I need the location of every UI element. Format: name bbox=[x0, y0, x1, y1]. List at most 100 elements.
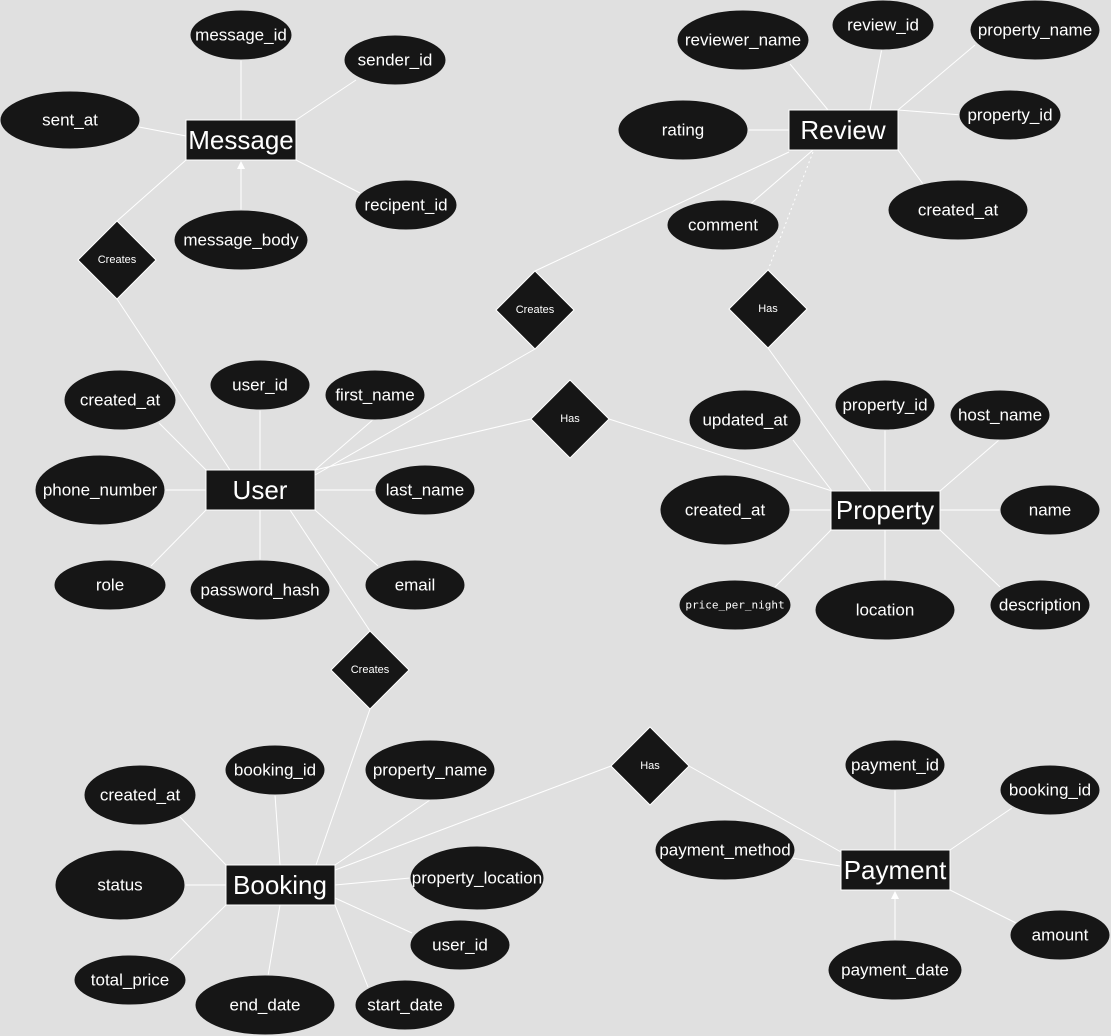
connector bbox=[138, 126, 187, 137]
connector bbox=[869, 47, 883, 111]
entity-user: User bbox=[205, 469, 316, 511]
attribute-sent-at: sent_at bbox=[0, 90, 141, 150]
attribute-comment: comment bbox=[666, 199, 780, 251]
attribute-rating: rating bbox=[617, 99, 749, 161]
entity-message: Message bbox=[185, 119, 297, 161]
connector bbox=[897, 149, 924, 185]
connector bbox=[314, 418, 532, 471]
attribute-label: booking_id bbox=[234, 761, 316, 780]
connector bbox=[767, 347, 872, 492]
attribute-label: recipent_id bbox=[364, 196, 447, 215]
attribute-label: password_hash bbox=[200, 581, 319, 600]
attribute-label: payment_method bbox=[659, 841, 790, 860]
attribute-label: phone_number bbox=[43, 481, 158, 500]
attribute-label: last_name bbox=[386, 481, 464, 500]
connector bbox=[334, 799, 431, 866]
connector bbox=[746, 149, 814, 208]
connector-lines bbox=[116, 44, 1017, 988]
attribute-label: price_per_night bbox=[685, 599, 784, 612]
connector bbox=[116, 159, 187, 222]
entity-label: Payment bbox=[844, 855, 947, 885]
relationship-label: Creates bbox=[98, 254, 137, 266]
attribute-label: updated_at bbox=[702, 411, 787, 430]
attribute-label: role bbox=[96, 576, 124, 595]
attribute-label: payment_date bbox=[841, 961, 949, 980]
attribute-created-at: created_at bbox=[887, 179, 1029, 241]
attribute-label: reviewer_name bbox=[685, 31, 801, 50]
attribute-end-date: end_date bbox=[194, 974, 336, 1036]
attribute-message-id: message_id bbox=[189, 9, 293, 61]
attribute-label: end_date bbox=[230, 996, 301, 1015]
connector bbox=[897, 109, 963, 116]
connector bbox=[334, 765, 612, 871]
relationship-user-creates-booking: Creates bbox=[330, 630, 410, 710]
connector bbox=[334, 897, 413, 934]
attribute-label: property_location bbox=[412, 869, 542, 888]
attribute-label: location bbox=[856, 601, 915, 620]
attribute-label: property_id bbox=[967, 106, 1052, 125]
attribute-label: user_id bbox=[232, 376, 288, 395]
connector bbox=[267, 904, 281, 977]
attribute-label: host_name bbox=[958, 406, 1042, 425]
relationship-label: Creates bbox=[351, 664, 390, 676]
connector bbox=[289, 509, 371, 632]
connector bbox=[295, 79, 357, 121]
attribute-label: description bbox=[999, 596, 1081, 615]
connector bbox=[608, 418, 833, 492]
relationship-label: Creates bbox=[516, 304, 555, 316]
attribute-user-id: user_id bbox=[409, 919, 511, 971]
relationship-user-creates-review: Creates bbox=[495, 270, 575, 350]
attribute-password-hash: password_hash bbox=[189, 559, 331, 621]
attribute-created-at: created_at bbox=[63, 369, 177, 431]
attribute-user-id: user_id bbox=[209, 359, 311, 411]
attribute-label: total_price bbox=[91, 971, 169, 990]
attribute-label: message_body bbox=[183, 231, 299, 250]
attribute-reviewer-name: reviewer_name bbox=[676, 9, 810, 71]
attribute-phone-number: phone_number bbox=[34, 454, 166, 526]
connector bbox=[897, 44, 976, 111]
connector bbox=[314, 509, 379, 567]
attribute-recipent-id: recipent_id bbox=[354, 179, 458, 231]
attribute-label: created_at bbox=[685, 501, 766, 520]
attribute-property-id: property_id bbox=[958, 89, 1062, 141]
attribute-label: sent_at bbox=[42, 111, 98, 130]
attribute-label: comment bbox=[688, 216, 758, 235]
connector bbox=[179, 816, 227, 866]
connector bbox=[688, 765, 842, 853]
attribute-start-date: start_date bbox=[354, 979, 456, 1031]
entity-review: Review bbox=[788, 109, 899, 151]
attribute-property-name: property_name bbox=[364, 739, 496, 801]
attribute-label: created_at bbox=[918, 201, 999, 220]
relationship-user-has-property: Has bbox=[530, 379, 610, 459]
relationship-label: Has bbox=[758, 303, 778, 315]
connector bbox=[315, 708, 371, 866]
entity-booking: Booking bbox=[225, 864, 336, 906]
attribute-property-location: property_location bbox=[409, 845, 545, 911]
attribute-label: payment_id bbox=[851, 756, 939, 775]
attribute-label: created_at bbox=[100, 786, 181, 805]
entity-label: Message bbox=[188, 125, 294, 155]
attribute-status: status bbox=[54, 849, 186, 921]
attribute-created-at: created_at bbox=[83, 764, 197, 826]
connector bbox=[314, 348, 536, 476]
entity-label: Review bbox=[800, 115, 885, 145]
attribute-review-id: review_id bbox=[831, 0, 935, 51]
connector bbox=[158, 422, 207, 471]
connector bbox=[274, 794, 281, 866]
attribute-label: property_id bbox=[842, 396, 927, 415]
relationship-property-has-review: Has bbox=[728, 269, 808, 349]
connector bbox=[116, 298, 231, 471]
attribute-property-name: property_name bbox=[969, 0, 1101, 61]
connector bbox=[949, 889, 1017, 924]
attribute-label: start_date bbox=[367, 996, 443, 1015]
attribute-sender-id: sender_id bbox=[343, 34, 447, 86]
relationship-user-creates-message: Creates bbox=[77, 220, 157, 300]
attribute-name: name bbox=[999, 484, 1101, 536]
entity-property: Property bbox=[830, 490, 941, 531]
connector bbox=[767, 151, 814, 271]
connector bbox=[150, 509, 207, 567]
attribute-label: email bbox=[395, 576, 436, 595]
attribute-label: message_id bbox=[195, 26, 287, 45]
connector bbox=[789, 63, 829, 111]
